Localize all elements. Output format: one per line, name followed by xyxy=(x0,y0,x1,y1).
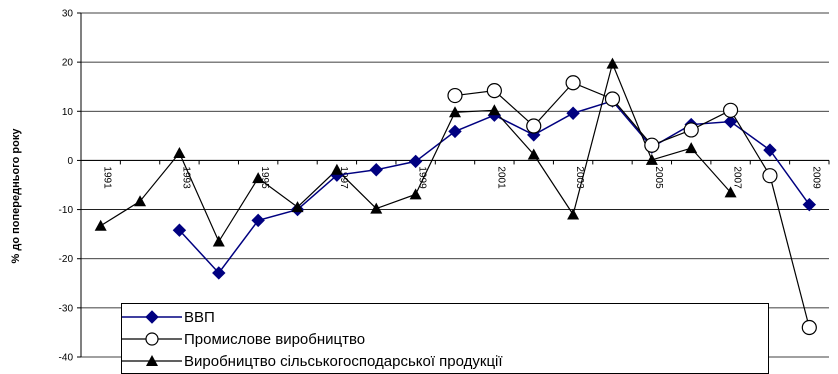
data-point-circle xyxy=(683,122,699,138)
data-point-diamond xyxy=(566,106,580,120)
x-tick-label: 1999 xyxy=(417,166,428,189)
legend-item-gdp: ВВП xyxy=(122,306,215,328)
data-point-diamond xyxy=(802,197,817,212)
x-tick-label: 2003 xyxy=(574,166,585,189)
data-point-diamond xyxy=(212,266,226,280)
x-tick-label: 2009 xyxy=(810,166,821,189)
legend-label: ВВП xyxy=(184,308,215,326)
data-point-diamond xyxy=(172,223,187,237)
series-line xyxy=(100,61,732,243)
axes xyxy=(77,12,830,358)
data-point-triangle xyxy=(94,219,107,231)
data-point-circle xyxy=(526,118,542,134)
legend-label: Виробництво сільськогосподарської продук… xyxy=(184,352,503,370)
x-tick-label: 2005 xyxy=(653,166,664,189)
legend-label: Промислове виробництво xyxy=(184,330,366,348)
data-point-triangle xyxy=(449,106,461,118)
x-tick-label: 1995 xyxy=(259,166,270,189)
series-line xyxy=(178,100,810,275)
data-point-triangle xyxy=(567,208,580,220)
data-point-circle xyxy=(486,83,502,99)
data-point-triangle xyxy=(291,201,304,213)
data-point-diamond xyxy=(251,213,265,228)
data-point-triangle xyxy=(409,188,422,200)
data-point-triangle xyxy=(330,163,343,175)
data-point-triangle xyxy=(685,142,698,154)
legend-item-agriculture: Виробництво сільськогосподарської продук… xyxy=(122,350,503,372)
y-axis-title: % до попереднього року xyxy=(10,128,22,264)
series-line xyxy=(454,82,810,328)
data-point-triangle xyxy=(606,57,619,69)
series-markers xyxy=(94,57,817,336)
data-point-diamond xyxy=(763,143,777,157)
triangle-marker-icon xyxy=(122,355,182,366)
y-tick-label: -20 xyxy=(59,254,74,265)
x-tick-labels: 1991 1993 1995 1997 1999 2001 2003 2005 2007 2009 xyxy=(102,166,822,189)
diamond-marker-icon xyxy=(122,310,182,324)
y-tick-labels: 30 20 10 0 -10 -20 -30 -40 xyxy=(59,9,74,364)
data-point-diamond xyxy=(408,154,423,169)
data-point-triangle xyxy=(173,147,186,159)
y-tick-label: 0 xyxy=(67,156,73,167)
x-tick-label: 1993 xyxy=(180,166,191,189)
legend: ВВП Промислове виробництво Виробництво с… xyxy=(121,303,769,374)
data-point-circle xyxy=(801,319,817,336)
data-point-circle xyxy=(447,87,463,104)
data-point-diamond xyxy=(369,163,383,177)
x-tick-label: 2001 xyxy=(495,166,506,189)
data-point-circle xyxy=(565,75,581,91)
y-tick-label: -40 xyxy=(59,353,74,364)
x-tick-label: 1991 xyxy=(102,166,113,189)
data-point-triangle xyxy=(252,172,265,184)
data-point-triangle xyxy=(724,186,737,198)
y-tick-label: 10 xyxy=(62,107,74,118)
legend-item-industry: Промислове виробництво xyxy=(122,328,365,350)
data-point-triangle xyxy=(527,148,540,160)
data-point-triangle xyxy=(370,202,383,214)
x-tick-label: 1997 xyxy=(338,166,349,189)
data-point-diamond xyxy=(723,114,738,129)
data-point-triangle xyxy=(488,104,501,116)
data-point-circle xyxy=(604,91,621,107)
data-point-diamond xyxy=(448,124,462,139)
series-lines xyxy=(100,61,810,328)
y-tick-label: -10 xyxy=(59,205,74,216)
y-tick-label: 30 xyxy=(62,9,74,20)
data-point-circle xyxy=(722,102,739,118)
x-tick-label: 2007 xyxy=(732,166,743,189)
y-tick-label: 20 xyxy=(62,58,74,69)
circle-marker-icon xyxy=(122,332,182,346)
data-point-circle xyxy=(762,168,778,184)
data-point-triangle xyxy=(645,153,658,165)
y-tick-label: -30 xyxy=(59,303,74,314)
data-point-circle xyxy=(644,137,660,153)
data-point-triangle xyxy=(134,195,147,207)
data-point-triangle xyxy=(212,235,225,247)
